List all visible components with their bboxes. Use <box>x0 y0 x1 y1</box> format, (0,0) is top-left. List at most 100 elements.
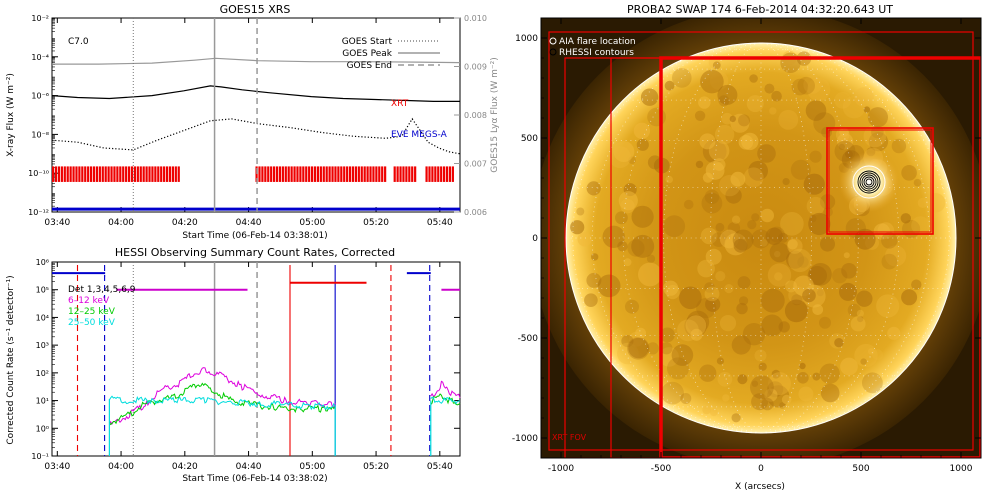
hessi-y-tick-label: 10³ <box>36 341 49 350</box>
xrt-bar <box>92 166 96 182</box>
goes-y2-tick-label: 0.006 <box>464 208 487 217</box>
disk-mottle <box>705 296 721 312</box>
disk-mottle <box>786 250 805 269</box>
hessi-state-bars <box>52 272 460 291</box>
disk-mottle <box>761 314 783 337</box>
swap-y-tick-label: -1000 <box>512 434 538 444</box>
disk-mottle <box>799 362 806 370</box>
disk-mottle <box>718 95 730 107</box>
disk-mottle <box>746 95 764 113</box>
xrt-bar <box>261 166 264 182</box>
hessi-series-12-25-keV <box>430 393 461 406</box>
swap-x-tick-label: -1000 <box>548 464 574 474</box>
xrt-bar <box>110 166 113 182</box>
disk-mottle <box>725 187 742 204</box>
disk-mottle <box>863 125 886 148</box>
disk-mottle <box>633 122 651 139</box>
disk-mottle <box>623 258 632 267</box>
xrt-bar <box>284 166 287 182</box>
disk-mottle <box>807 77 831 102</box>
disk-mottle <box>704 282 715 293</box>
xrt-bar <box>174 166 177 182</box>
xrt-bar <box>399 166 402 182</box>
disk-mottle <box>738 135 754 150</box>
xrt-bar <box>290 166 293 182</box>
disk-mottle <box>887 326 901 340</box>
hessi-flare-markers <box>132 262 258 456</box>
xrt-fov-rectangle <box>828 129 932 233</box>
hessi-y-tick-label: 10² <box>36 369 49 378</box>
swap-panel: PROBA2 SWAP 174 6-Feb-2014 04:32:20.643 … <box>512 3 982 492</box>
goes-series-short <box>51 117 461 155</box>
goes-ticks: 03:40 04:00 04:20 04:40 05:00 05:20 05:40 10⁻¹²… <box>28 14 487 228</box>
xrt-bar <box>66 166 69 182</box>
xrt-bar <box>366 166 369 182</box>
disk-mottle <box>834 338 844 348</box>
xrt-bar <box>414 166 417 182</box>
legend-goes-peak: GOES Peak <box>342 49 392 59</box>
xrt-bar <box>325 166 328 182</box>
hessi-x-tick-label: 03:40 <box>44 462 70 472</box>
xrt-bar <box>168 166 172 182</box>
goes-series-long <box>51 85 460 103</box>
disk-mottle <box>872 349 883 361</box>
xrt-bar <box>157 166 160 182</box>
hessi-y-tick-label: 10⁻¹ <box>31 452 49 461</box>
xrt-bar <box>81 166 84 182</box>
xrt-bar <box>319 166 322 182</box>
xrt-bar <box>299 166 302 182</box>
hessi-ticks: 03:40 04:00 04:20 04:40 05:00 05:20 05:40 10⁻¹ 1… <box>31 258 460 472</box>
xrt-bar <box>445 166 449 182</box>
disk-mottle <box>712 158 726 171</box>
disk-mottle <box>709 408 718 417</box>
hessi-series-25-50-keV <box>108 395 336 411</box>
xrt-bar <box>151 166 154 182</box>
disk-mottle <box>716 357 725 365</box>
disk-mottle <box>841 263 857 279</box>
disk-mottle <box>809 150 822 163</box>
goes-plot-frame <box>51 17 461 213</box>
xrt-bar <box>101 166 104 182</box>
hessi-x-tick-label: 05:40 <box>427 462 453 472</box>
disk-mottle <box>617 342 639 365</box>
disk-mottle <box>781 394 792 405</box>
hessi-series-25-50-keV <box>430 396 461 405</box>
hessi-title: HESSI Observing Summary Count Rates, Cor… <box>115 246 395 259</box>
xrt-bar <box>340 166 343 182</box>
disk-mottle <box>697 259 715 278</box>
disk-mottle <box>765 227 783 245</box>
disk-mottle <box>627 337 650 360</box>
disk-mottle <box>591 253 599 261</box>
hessi-x-tick-label: 05:00 <box>299 462 325 472</box>
xrt-bar <box>119 166 122 182</box>
goes-y-tick-label: 10⁻¹⁰ <box>28 169 49 178</box>
rhessi-legend-symbol <box>549 48 557 56</box>
disk-mottle <box>628 337 649 359</box>
xrt-bar <box>293 166 296 182</box>
xrt-bar <box>136 166 139 182</box>
xrt-bar <box>434 166 437 182</box>
legend-25-50kev: 25–50 keV <box>68 318 116 328</box>
disk-mottle <box>712 61 721 70</box>
xrt-bar <box>287 166 290 182</box>
xrt-bar <box>393 166 396 182</box>
rhessi-contour <box>857 170 881 194</box>
disk-mottle <box>719 315 737 332</box>
goes-x-tick-label: 05:20 <box>363 218 389 228</box>
disk-mottle <box>806 196 825 216</box>
goes-y-tick-label: 10⁻² <box>31 14 49 23</box>
disk-mottle <box>774 272 783 281</box>
swap-xlabel: X (arcsecs) <box>735 482 785 492</box>
disk-mottle <box>751 213 760 222</box>
xrt-bar <box>431 166 434 182</box>
legend-aia-flare: AIA flare location <box>559 37 636 47</box>
hessi-y-tick-label: 10¹ <box>36 397 49 406</box>
goes-x-tick-label: 04:00 <box>108 218 134 228</box>
disk-mottle <box>717 84 738 105</box>
disk-mottle <box>660 327 675 343</box>
disk-mottle <box>788 286 807 305</box>
disk-mottle <box>617 241 628 252</box>
disk-mottle <box>704 189 720 205</box>
goes-x-tick-label: 05:00 <box>299 218 325 228</box>
goes-series <box>51 57 461 211</box>
